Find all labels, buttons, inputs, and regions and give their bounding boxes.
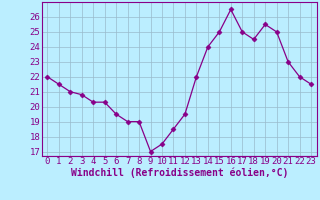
X-axis label: Windchill (Refroidissement éolien,°C): Windchill (Refroidissement éolien,°C) — [70, 168, 288, 178]
